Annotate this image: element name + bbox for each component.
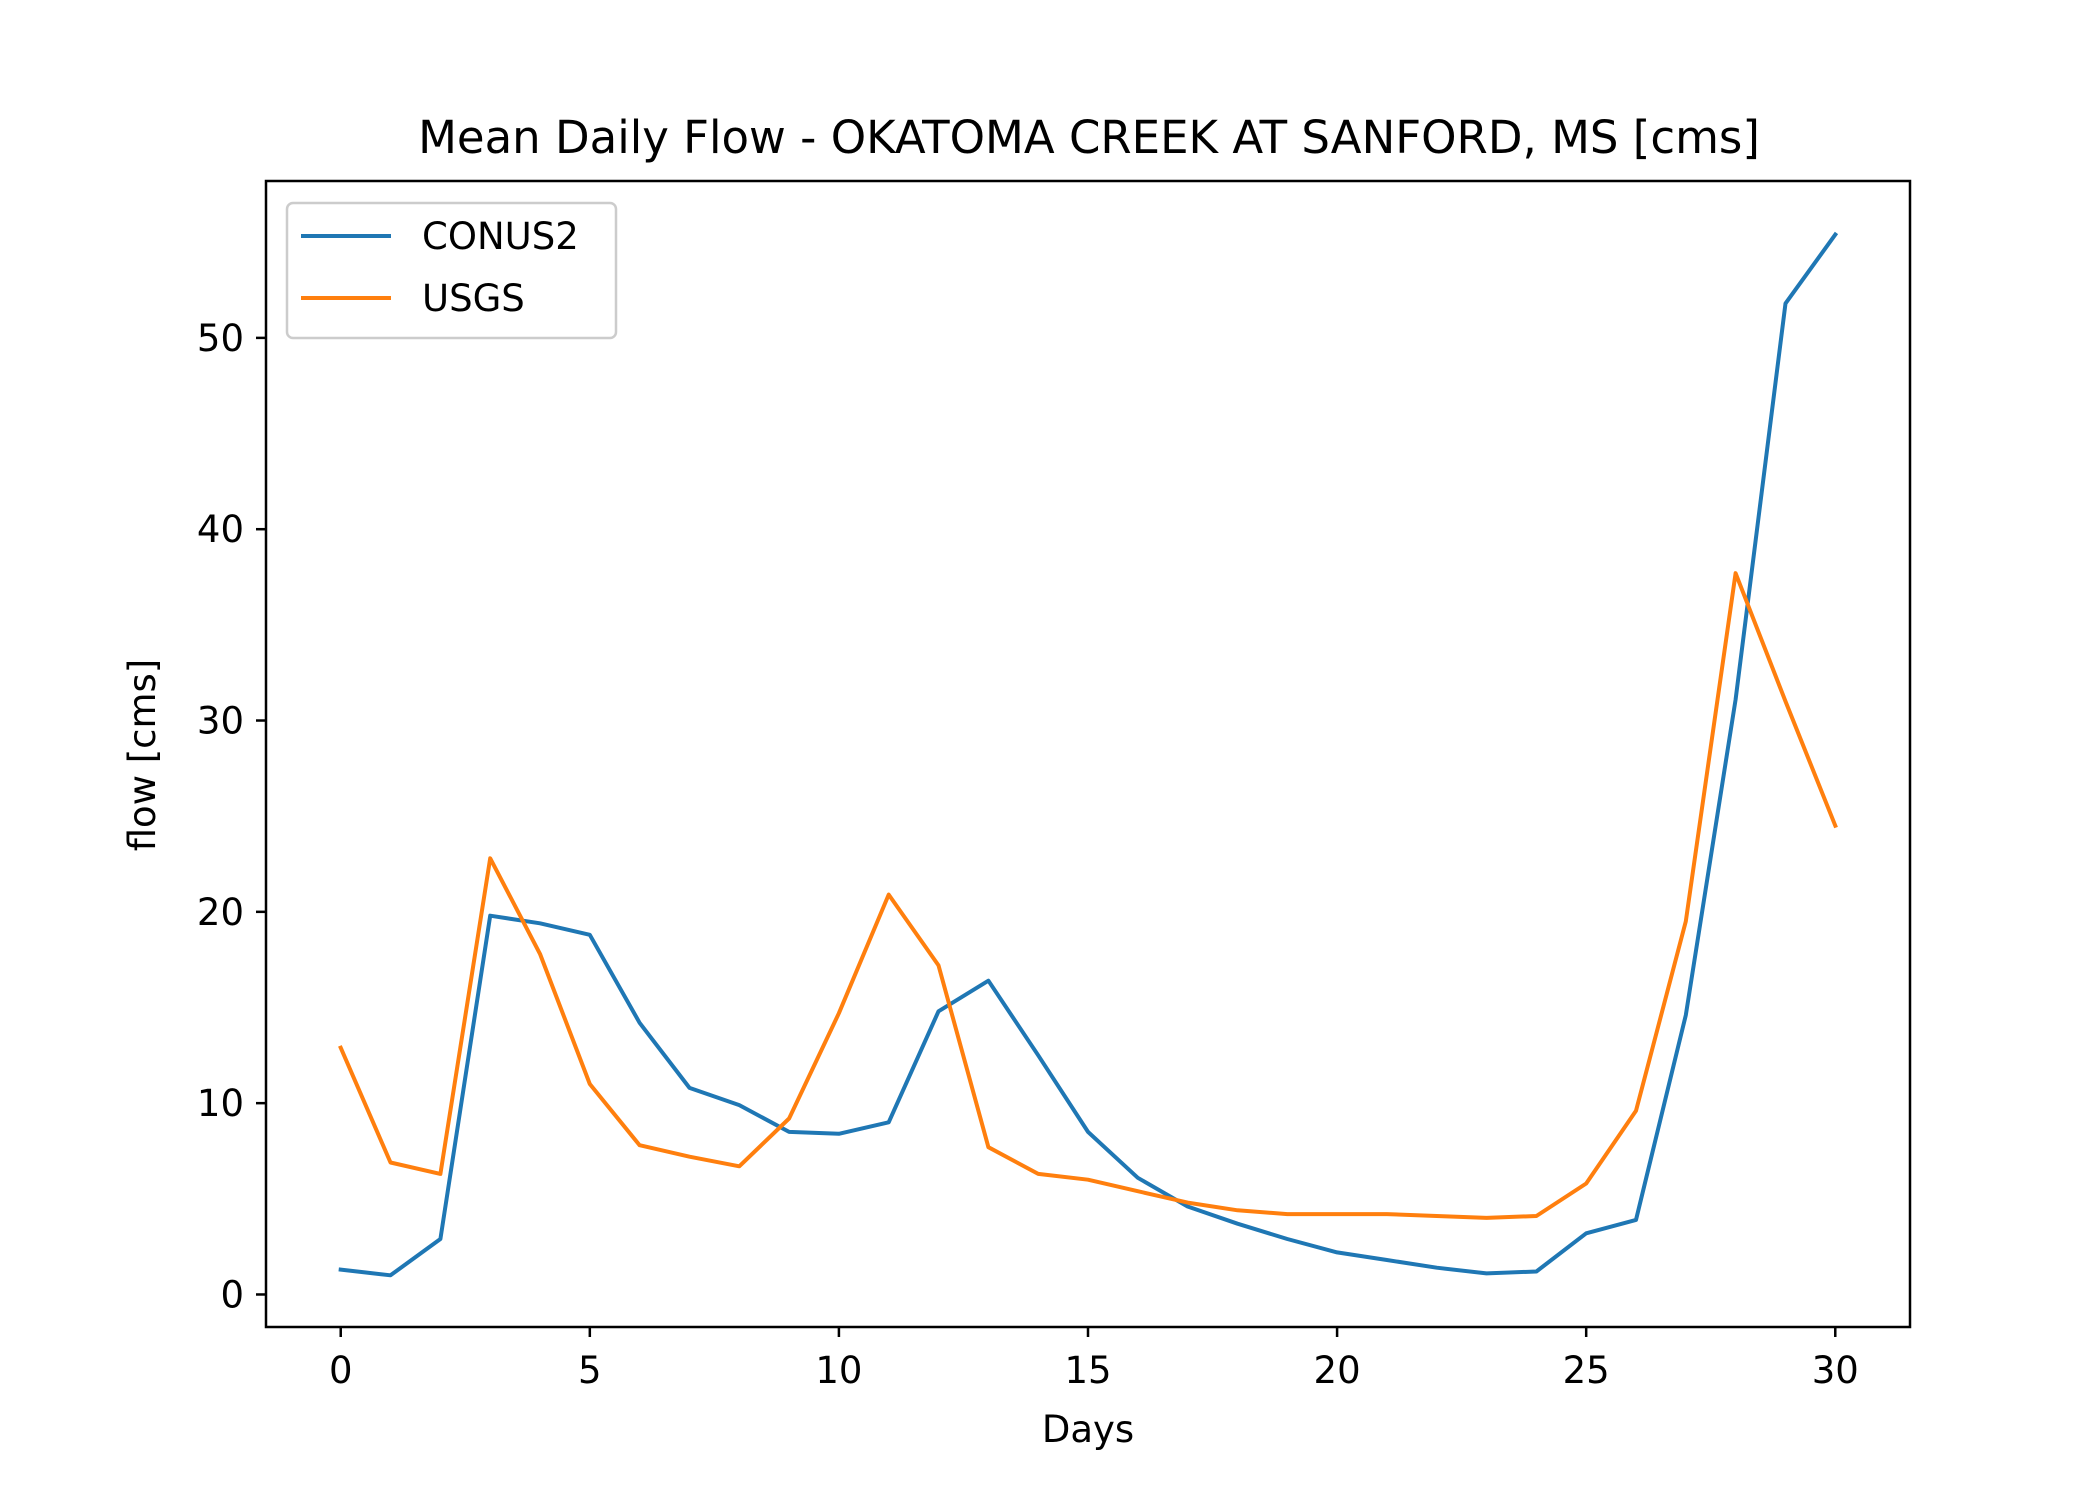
x-tick-label: 0: [329, 1349, 353, 1392]
x-axis-label: Days: [1042, 1408, 1134, 1451]
x-tick-label: 30: [1812, 1349, 1859, 1392]
series-line-usgs: [338, 571, 1838, 1220]
chart-title: Mean Daily Flow - OKATOMA CREEK AT SANFO…: [418, 111, 1760, 164]
y-tick-label: 10: [197, 1082, 244, 1125]
series-line-conus2: [338, 231, 1839, 1278]
y-tick-label: 0: [220, 1273, 244, 1316]
legend: CONUS2 USGS: [285, 201, 618, 340]
x-tick-label: 15: [1064, 1349, 1111, 1392]
y-tick-label: 30: [197, 700, 244, 743]
legend-label-conus2: CONUS2: [422, 215, 579, 258]
y-tick-label: 40: [197, 508, 244, 551]
x-axis: 0 5 10 15 20 25 30: [329, 1327, 1859, 1392]
plot-area: [264, 179, 1912, 1329]
legend-label-usgs: USGS: [422, 277, 525, 320]
x-tick-label: 10: [815, 1349, 862, 1392]
axes-frame: [264, 179, 1912, 1329]
x-tick-label: 5: [578, 1349, 602, 1392]
y-tick-label: 50: [197, 317, 244, 360]
x-tick-label: 25: [1563, 1349, 1610, 1392]
x-tick-label: 20: [1314, 1349, 1361, 1392]
series-layer: [338, 231, 1839, 1278]
y-tick-label: 20: [197, 891, 244, 934]
y-axis: 0 10 20 30 40 50: [197, 317, 266, 1316]
y-axis-label: flow [cms]: [121, 659, 164, 852]
